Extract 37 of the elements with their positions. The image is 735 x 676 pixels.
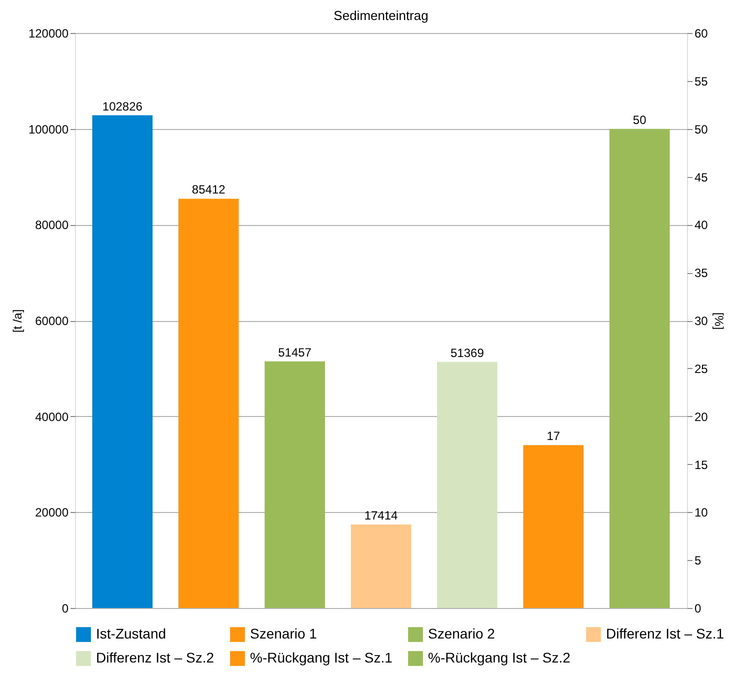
data-label: 50 [632,112,647,127]
y2-tick-label: 5 [694,554,702,568]
y2-tick-label: 45 [694,170,708,184]
data-label: 85412 [192,182,226,197]
data-label: 51369 [450,346,484,360]
y-tick-label: 0 [62,602,69,616]
y2-tick-label: 35 [694,266,708,280]
legend-label: Differenz Ist – Sz.1 [606,626,724,642]
y-tick-label: 80000 [35,218,69,232]
y2-tick-label: 40 [694,218,708,232]
y2-tick-label: 20 [694,410,708,424]
y2-tick-label: 10 [694,506,708,520]
y-tick-label: 40000 [35,410,69,424]
y-tick-label: 120000 [28,26,69,40]
y2-tick-label: 55 [694,74,708,88]
data-label: 102826 [102,99,143,114]
y2-tick-label: 25 [694,362,708,376]
legend-label: Ist-Zustand [96,626,166,642]
legend-label: Szenario 2 [428,626,496,642]
legend-label: %-Rückgang Ist – Sz.2 [428,650,571,666]
y-axis-title: [t /a] [10,309,24,333]
y-tick-label: 100000 [28,122,69,136]
data-label: 17 [546,429,560,444]
y2-tick-label: 50 [694,122,708,136]
y-tick-label: 20000 [35,506,69,520]
y2-tick-label: 60 [694,26,708,40]
legend-label: Szenario 1 [250,626,318,642]
y2-tick-label: 0 [694,602,702,616]
y2-tick-label: 15 [694,458,708,472]
y-tick-label: 60000 [35,314,69,328]
y2-axis-title: [%] [712,312,726,330]
data-label: 51457 [278,345,312,360]
y2-tick-label: 30 [694,314,708,328]
chart-title: Sedimenteintrag [334,8,428,23]
data-label: 17414 [364,508,398,523]
legend-label: Differenz Ist – Sz.2 [96,650,214,666]
legend-label: %-Rückgang Ist – Sz.1 [250,650,393,666]
